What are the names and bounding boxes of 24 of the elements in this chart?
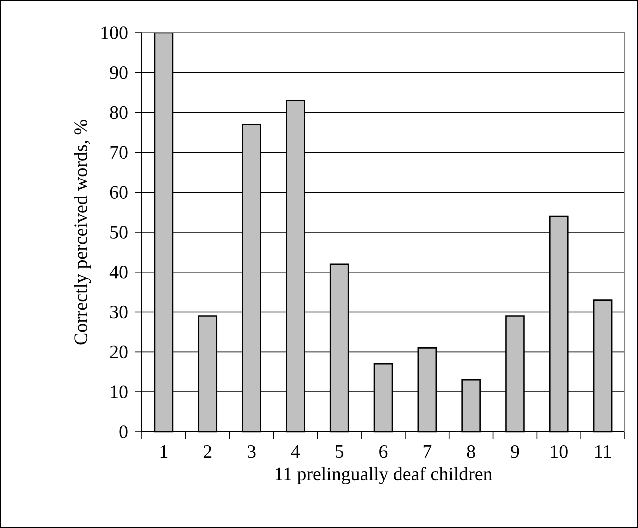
x-tick-label: 4 bbox=[291, 446, 300, 458]
x-tick-label: 10 bbox=[551, 446, 568, 458]
x-tick-label: 2 bbox=[204, 445, 212, 458]
x-tick-label: 3 bbox=[248, 445, 256, 458]
x-tick-label: 5 bbox=[336, 445, 344, 458]
x-tick-label: 9 bbox=[511, 445, 520, 458]
y-tick-label: 60 bbox=[110, 186, 128, 199]
y-tick-label: 90 bbox=[110, 66, 128, 80]
x-tick-label: 8 bbox=[467, 446, 476, 458]
x-axis-title: 11 prelingually deaf children bbox=[276, 467, 492, 484]
x-tick-label: 1 bbox=[160, 446, 168, 458]
y-tick-label: 20 bbox=[110, 346, 128, 359]
y-tick-label: 70 bbox=[110, 146, 128, 160]
x-tick-label: 6 bbox=[380, 445, 388, 458]
y-tick-label: 100 bbox=[102, 26, 128, 40]
y-axis-title: Correctly perceived words, % bbox=[74, 120, 92, 345]
x-tick-label: 7 bbox=[424, 445, 432, 458]
x-tick-label: 11 bbox=[596, 446, 612, 458]
y-tick-label: 0 bbox=[120, 426, 128, 438]
y-tick-label: 80 bbox=[110, 106, 128, 120]
y-tick-label: 40 bbox=[110, 266, 128, 279]
y-tick-label: 30 bbox=[110, 306, 128, 319]
y-tick-label: 10 bbox=[111, 386, 128, 398]
y-tick-label: 50 bbox=[110, 226, 128, 239]
